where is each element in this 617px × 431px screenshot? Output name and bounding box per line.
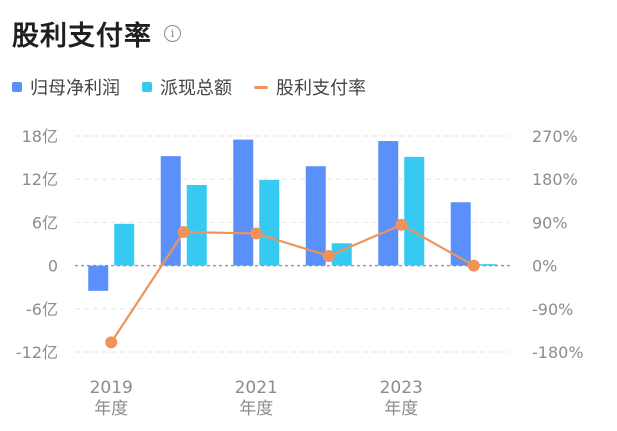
left-tick-label: -6亿 (26, 300, 58, 319)
title-row: 股利支付率 i (12, 14, 181, 53)
legend-swatch-net-profit (12, 82, 22, 92)
left-tick-label: 12亿 (22, 170, 58, 189)
bar-net-profit (450, 202, 471, 266)
legend-item-payout[interactable]: 股利支付率 (254, 74, 366, 100)
right-tick-label: 180% (532, 170, 578, 189)
bar-dividend (114, 223, 135, 266)
right-tick-label: -180% (532, 343, 584, 362)
legend-item-dividend[interactable]: 派现总额 (142, 74, 232, 100)
right-tick-label: 0% (532, 257, 557, 276)
payout-point (250, 227, 263, 240)
bar-dividend (259, 179, 280, 266)
legend-label-dividend: 派现总额 (160, 78, 232, 99)
x-tick-label-suffix: 年度 (239, 399, 273, 419)
x-tick-label-suffix: 年度 (384, 399, 418, 419)
legend: 归母净利润 派现总额 股利支付率 (12, 74, 388, 100)
payout-point (395, 218, 408, 231)
payout-point (177, 226, 190, 238)
legend-swatch-payout (254, 85, 268, 89)
legend-item-net-profit[interactable]: 归母净利润 (12, 74, 120, 100)
left-tick-label: 6亿 (32, 213, 58, 232)
legend-label-payout: 股利支付率 (276, 78, 366, 99)
right-tick-label: -90% (532, 300, 573, 319)
payout-line (110, 223, 475, 344)
left-tick-label: 18亿 (22, 127, 58, 146)
x-tick-label: 2021 (235, 378, 278, 398)
right-tick-label: 90% (532, 213, 568, 232)
left-tick-label: -12亿 (16, 343, 58, 362)
bar-net-profit (160, 156, 181, 266)
x-tick-label-suffix: 年度 (94, 399, 128, 419)
left-tick-label: 0 (48, 257, 58, 276)
x-tick-label: 2019 (90, 378, 133, 398)
info-icon[interactable]: i (164, 25, 181, 42)
payout-point (105, 336, 118, 349)
legend-label-net-profit: 归母净利润 (30, 78, 120, 99)
chart-title: 股利支付率 (12, 21, 152, 52)
bar-dividend (404, 156, 425, 266)
bar-dividend (186, 184, 207, 266)
bar-net-profit (378, 141, 399, 266)
payout-point (322, 250, 335, 262)
bar-dividend (476, 264, 497, 266)
x-tick-label: 2023 (380, 378, 423, 398)
payout-point (467, 259, 480, 272)
right-tick-label: 270% (532, 127, 578, 146)
bar-net-profit (233, 139, 254, 266)
bar-net-profit (305, 166, 326, 266)
legend-swatch-dividend (142, 82, 152, 92)
bar-net-profit (88, 265, 109, 291)
